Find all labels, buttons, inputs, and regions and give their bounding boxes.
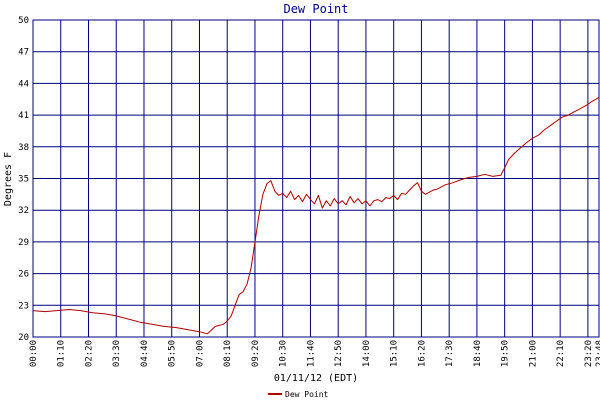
x-tick-label: 01:10 [57, 340, 67, 367]
x-tick-label: 04:40 [140, 340, 150, 367]
x-tick-label: 23:48 [595, 340, 600, 367]
series-layer [32, 96, 600, 335]
x-tick-label: 02:20 [84, 340, 94, 367]
y-tick-label: 26 [18, 270, 29, 280]
x-axis-label: 01/11/12 (EDT) [274, 373, 358, 384]
chart-title: Dew Point [283, 2, 348, 16]
x-tick-label: 19:50 [501, 340, 511, 367]
y-tick-label: 50 [18, 16, 29, 26]
y-tick-label: 32 [18, 206, 29, 216]
x-tick-label: 11:40 [306, 340, 316, 367]
legend: Dew Point [268, 390, 329, 399]
y-tick-label: 29 [18, 238, 29, 248]
legend-label: Dew Point [285, 390, 329, 399]
x-axis-ticks: 00:00 01:10 02:20 03:30 04:40 05:50 07:00 08:10… [29, 340, 600, 367]
x-tick-label: 21:00 [528, 340, 538, 367]
y-tick-label: 38 [18, 143, 29, 153]
x-tick-label: 08:10 [223, 340, 233, 367]
y-tick-label: 35 [18, 175, 29, 185]
x-tick-label: 23:20 [584, 340, 594, 367]
x-tick-label: 12:50 [334, 340, 344, 367]
x-tick-label: 05:50 [168, 340, 178, 367]
y-axis-ticks: 20 23 26 29 32 35 38 41 44 47 50 [18, 16, 29, 343]
series-line-dew-point [32, 96, 600, 335]
x-tick-label: 14:00 [362, 340, 372, 367]
y-axis-label: Degrees F [3, 152, 14, 206]
x-tick-label: 10:30 [279, 340, 289, 367]
x-tick-label: 03:30 [112, 340, 122, 367]
x-tick-label: 09:20 [251, 340, 261, 367]
y-tick-label: 23 [18, 301, 29, 311]
x-tick-label: 22:10 [556, 340, 566, 367]
x-tick-label: 16:20 [417, 340, 427, 367]
x-tick-label: 00:00 [29, 340, 39, 367]
plot-frame [32, 19, 600, 338]
x-tick-label: 17:30 [445, 340, 455, 367]
y-tick-label: 44 [18, 79, 29, 89]
x-tick-label: 18:40 [473, 340, 483, 367]
grid-lines [32, 19, 600, 338]
y-tick-label: 41 [18, 111, 29, 121]
x-tick-label: 07:00 [195, 340, 205, 367]
y-tick-label: 47 [18, 48, 29, 58]
y-tick-label: 20 [18, 333, 29, 343]
x-tick-label: 15:10 [390, 340, 400, 367]
